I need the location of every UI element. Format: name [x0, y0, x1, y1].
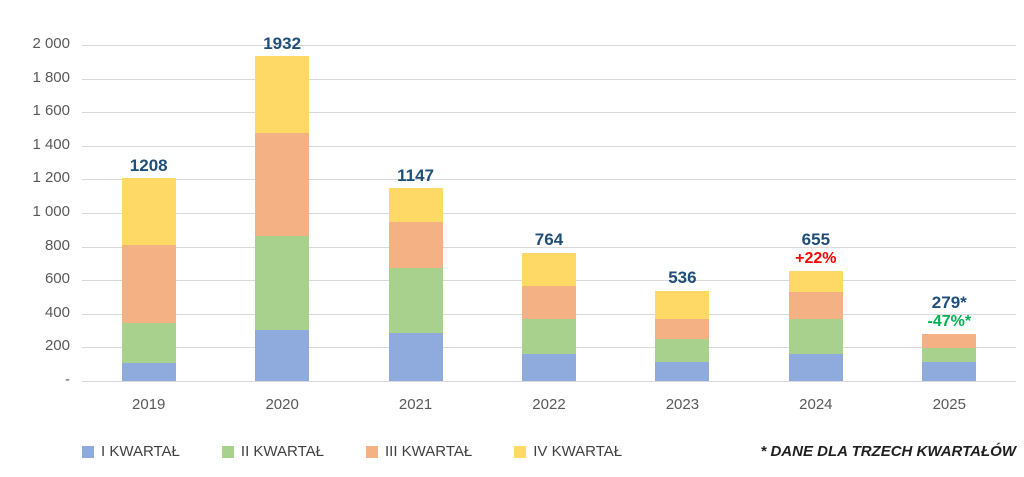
footnote: * DANE DLA TRZECH KWARTAŁÓW: [760, 443, 1016, 460]
bar-segment-i-kwartał: [655, 361, 710, 381]
gridline-1200: [82, 179, 1016, 181]
bar-segment-iii-kwartał: [788, 291, 843, 319]
bar-segment-ii-kwartał: [255, 235, 310, 330]
bar-annotation: -47%*: [927, 312, 972, 330]
x-tick-label: 2019: [132, 396, 166, 413]
bar-segment-iv-kwartał: [522, 252, 576, 286]
y-tick-label: 400: [44, 303, 70, 321]
bar-segment-ii-kwartał: [922, 347, 977, 363]
x-tick-label: 2021: [398, 396, 433, 413]
y-tick-label: 1 200: [32, 169, 70, 187]
bar-2023: [655, 290, 710, 381]
bar-2022: [522, 252, 576, 381]
gridline-1000: [82, 213, 1016, 214]
bar-segment-i-kwartał: [388, 332, 443, 381]
bar-2024: [788, 270, 843, 381]
bar-annotation: +22%: [795, 249, 837, 267]
legend-item-iii-kwartał: III KWARTAŁ: [365, 443, 473, 460]
y-tick-label: 1 000: [32, 203, 70, 220]
bar-segment-i-kwartał: [121, 362, 176, 381]
legend-item-ii-kwartał: II KWARTAŁ: [221, 443, 324, 460]
bar-total-label: 1932: [263, 33, 302, 53]
legend-label: III KWARTAŁ: [384, 443, 473, 460]
x-tick-label: 2020: [265, 396, 299, 413]
gridline-1600: [82, 112, 1016, 114]
bar-label-2022: 764: [482, 230, 615, 250]
gridline-1800: [82, 78, 1016, 80]
bar-2019: [121, 178, 176, 381]
gridline-0: [82, 381, 1016, 382]
bar-2020: [255, 56, 310, 381]
bar-total-label: 279*: [931, 293, 967, 313]
bar-segment-iii-kwartał: [388, 222, 443, 269]
bar-segment-ii-kwartał: [655, 338, 710, 362]
legend-swatch-icon: [221, 445, 234, 458]
bar-segment-i-kwartał: [922, 362, 977, 381]
bar-label-2021: 1147: [349, 166, 482, 186]
bar-segment-ii-kwartał: [121, 322, 176, 363]
bar-segment-i-kwartał: [522, 353, 576, 381]
bar-segment-iii-kwartał: [255, 132, 310, 236]
bar-total-label: 655: [801, 230, 831, 250]
bar-2021: [388, 188, 443, 381]
x-tick-label: 2024: [799, 396, 833, 413]
legend-swatch-icon: [365, 445, 378, 458]
bar-segment-iv-kwartał: [788, 270, 843, 292]
bar-label-2019: 1208: [82, 156, 215, 176]
gridline-2000: [82, 45, 1016, 46]
bar-label-2025: 279* -47%*: [883, 293, 1016, 331]
legend-item-i-kwartał: I KWARTAŁ: [82, 443, 180, 460]
bar-segment-i-kwartał: [255, 329, 310, 381]
legend-item-iv-kwartał: IV KWARTAŁ: [514, 443, 622, 460]
legend: I KWARTAŁ II KWARTAŁ III KWARTAŁ IV KWARTAŁ: [82, 443, 622, 460]
bar-segment-i-kwartał: [788, 354, 843, 381]
legend-swatch-icon: [82, 445, 94, 458]
bar-segment-iii-kwartał: [522, 285, 576, 319]
gridline-800: [82, 246, 1016, 248]
bar-label-2020: 1932: [215, 34, 348, 54]
y-tick-label: 600: [44, 270, 70, 288]
y-tick-label: 1 400: [32, 135, 70, 153]
bar-segment-ii-kwartał: [788, 318, 843, 355]
y-tick-label: 1 600: [32, 102, 70, 120]
bar-segment-iii-kwartał: [655, 318, 710, 339]
x-tick-label: 2022: [532, 396, 566, 413]
bar-segment-iv-kwartał: [655, 290, 710, 319]
y-tick-label: 2 000: [32, 35, 70, 52]
y-tick-label: 800: [44, 236, 70, 254]
bar-total-label: 1208: [129, 155, 168, 175]
bar-label-2023: 536: [616, 268, 749, 288]
bar-segment-iii-kwartał: [121, 245, 176, 323]
bar-total-label: 764: [534, 230, 564, 250]
gridline-1400: [82, 145, 1016, 147]
legend-label: I KWARTAŁ: [101, 443, 180, 460]
legend-label: II KWARTAŁ: [240, 443, 324, 460]
legend-swatch-icon: [514, 445, 527, 458]
bar-label-2024: 655 +22%: [749, 230, 882, 268]
bar-segment-iv-kwartał: [255, 56, 310, 133]
bar-segment-ii-kwartał: [388, 268, 443, 333]
bar-total-label: 536: [668, 268, 697, 288]
legend-label: IV KWARTAŁ: [533, 443, 623, 460]
y-tick-label: 1 800: [32, 68, 70, 86]
bar-segment-ii-kwartał: [522, 318, 576, 354]
bar-segment-iii-kwartał: [922, 334, 977, 348]
x-tick-label: 2025: [932, 396, 966, 413]
bar-segment-iv-kwartał: [388, 188, 443, 223]
bar-segment-iv-kwartał: [121, 178, 176, 246]
bar-total-label: 1147: [397, 165, 434, 185]
bar-2025: [922, 334, 977, 381]
x-tick-label: 2023: [665, 396, 700, 413]
y-tick-label: 200: [44, 337, 70, 355]
y-tick-label: -: [65, 371, 70, 388]
